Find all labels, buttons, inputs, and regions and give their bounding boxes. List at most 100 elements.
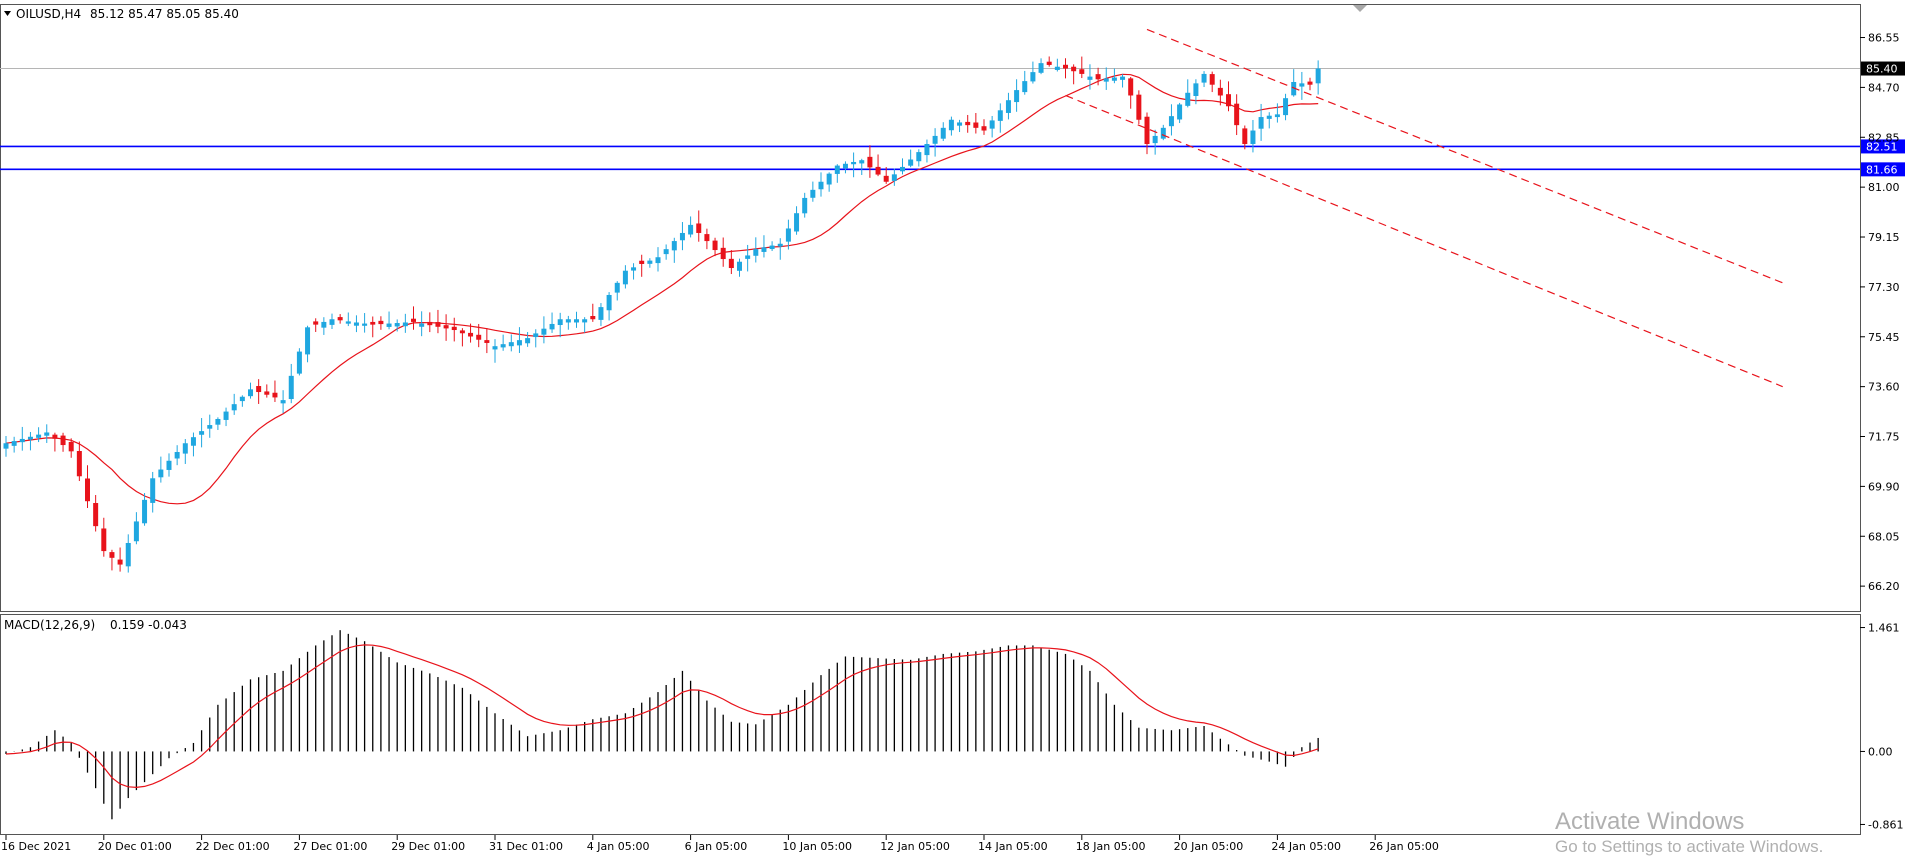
candle-bear[interactable] (981, 126, 987, 131)
candle-bull[interactable] (834, 165, 840, 174)
candle-bear[interactable] (1144, 116, 1150, 145)
candle-bull[interactable] (1274, 114, 1280, 118)
candle-bull[interactable] (565, 319, 571, 323)
candle-bull[interactable] (1038, 63, 1044, 73)
candle-bull[interactable] (1103, 78, 1109, 82)
candle-bull[interactable] (582, 319, 588, 323)
candle-bear[interactable] (639, 260, 645, 264)
candle-bull[interactable] (574, 319, 579, 323)
candle-bull[interactable] (908, 159, 914, 166)
candle-bull[interactable] (199, 431, 205, 435)
candle-bear[interactable] (459, 330, 465, 334)
candle-bear[interactable] (1071, 66, 1077, 72)
candle-bull[interactable] (182, 443, 188, 454)
candle-bull[interactable] (1087, 76, 1093, 80)
channel-dashed-line[interactable] (1146, 28, 1783, 284)
candle-bull[interactable] (614, 282, 620, 293)
candle-bull[interactable] (753, 249, 759, 256)
candle-bear[interactable] (875, 166, 881, 175)
candle-bear[interactable] (484, 340, 490, 343)
candle-bull[interactable] (362, 323, 368, 326)
candle-bull[interactable] (525, 338, 531, 344)
candle-bear[interactable] (337, 317, 343, 321)
candle-bull[interactable] (1160, 127, 1166, 139)
candle-bull[interactable] (207, 425, 213, 429)
candle-bear[interactable] (264, 391, 270, 395)
candle-bear[interactable] (590, 316, 596, 320)
candle-bull[interactable] (948, 119, 954, 131)
candle-bear[interactable] (411, 318, 416, 322)
candle-bull[interactable] (663, 249, 669, 255)
candle-bull[interactable] (1299, 83, 1305, 87)
candle-bear[interactable] (427, 321, 433, 326)
candle-bull[interactable] (1152, 135, 1158, 144)
candle-bull[interactable] (940, 127, 946, 139)
candle-bull[interactable] (655, 257, 661, 264)
candle-bull[interactable] (329, 319, 335, 325)
candle-bear[interactable] (117, 559, 123, 565)
candle-bull[interactable] (280, 400, 286, 404)
candle-bull[interactable] (622, 270, 628, 285)
candle-bull[interactable] (11, 441, 17, 446)
candle-bull[interactable] (508, 342, 514, 347)
candle-bull[interactable] (321, 321, 327, 328)
candle-bull[interactable] (1193, 83, 1199, 97)
candle-bull[interactable] (142, 499, 148, 524)
candle-bull[interactable] (27, 436, 33, 440)
candle-bull[interactable] (769, 245, 775, 250)
candle-bull[interactable] (1283, 98, 1289, 116)
candle-bull[interactable] (215, 418, 221, 425)
candle-bull[interactable] (1201, 73, 1207, 83)
candle-bear[interactable] (443, 325, 449, 329)
candle-bull[interactable] (761, 247, 767, 252)
candle-bull[interactable] (231, 404, 237, 411)
candle-bull[interactable] (679, 232, 685, 241)
candle-bull[interactable] (1291, 82, 1297, 96)
candle-bear[interactable] (1046, 61, 1052, 65)
candle-bear[interactable] (1079, 69, 1085, 74)
candle-bull[interactable] (997, 110, 1003, 121)
candle-bull[interactable] (150, 478, 156, 503)
candle-bull[interactable] (492, 346, 498, 350)
candle-bear[interactable] (76, 450, 82, 477)
candle-bear[interactable] (1242, 128, 1248, 145)
candle-bear[interactable] (370, 321, 376, 325)
candle-bull[interactable] (549, 323, 555, 330)
candle-bull[interactable] (1266, 115, 1272, 119)
candle-bull[interactable] (851, 161, 857, 165)
candle-bull[interactable] (248, 389, 253, 397)
candle-bull[interactable] (394, 323, 400, 327)
candle-bull[interactable] (1168, 116, 1174, 127)
candle-bull[interactable] (842, 163, 848, 169)
candle-bull[interactable] (19, 438, 25, 443)
candle-bull[interactable] (1120, 76, 1126, 80)
candle-bull[interactable] (1030, 72, 1036, 82)
candle-bull[interactable] (36, 434, 42, 438)
candle-bear[interactable] (867, 156, 873, 168)
candle-bull[interactable] (288, 375, 294, 400)
candle-bull[interactable] (353, 322, 359, 326)
candle-bull[interactable] (158, 469, 164, 478)
candle-bear[interactable] (712, 240, 718, 251)
candle-bear[interactable] (313, 321, 319, 325)
candle-bull[interactable] (1177, 104, 1183, 120)
candle-bear[interactable] (704, 234, 710, 242)
candle-bear[interactable] (1226, 94, 1231, 107)
candle-bear[interactable] (1063, 64, 1068, 69)
candle-bull[interactable] (3, 443, 9, 449)
candle-bull[interactable] (631, 267, 637, 271)
candle-bull[interactable] (174, 452, 180, 459)
candle-bear[interactable] (476, 334, 482, 340)
candle-bull[interactable] (190, 437, 196, 446)
candle-bull[interactable] (957, 122, 963, 126)
candle-bear[interactable] (965, 121, 971, 126)
candle-bear[interactable] (435, 322, 441, 327)
candle-bull[interactable] (810, 189, 816, 198)
candle-bull[interactable] (924, 144, 930, 156)
candle-bear[interactable] (1217, 87, 1223, 96)
candle-bull[interactable] (785, 228, 791, 242)
candle-bear[interactable] (378, 320, 384, 325)
candles[interactable] (3, 56, 1321, 573)
candle-bear[interactable] (973, 122, 979, 128)
